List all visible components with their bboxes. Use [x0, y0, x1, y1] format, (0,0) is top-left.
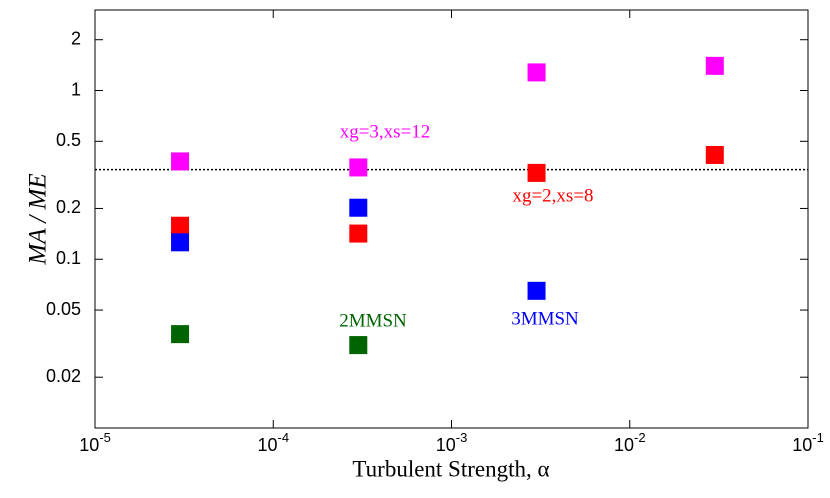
- marker: [171, 233, 190, 252]
- annotation: 3MMSN: [511, 308, 579, 329]
- marker: [349, 336, 368, 355]
- x-tick-label: 10-2: [614, 430, 646, 454]
- y-tick-label: 0.5: [56, 130, 81, 150]
- y-tick-label: 0.2: [56, 197, 81, 217]
- x-tick-label: 10-1: [792, 430, 824, 454]
- marker: [171, 152, 190, 171]
- annotation: xg=2,xs=8: [512, 185, 593, 206]
- marker: [171, 325, 190, 344]
- y-axis-label: MA / ME: [25, 173, 52, 265]
- y-tick-label: 0.05: [46, 299, 81, 319]
- marker: [527, 163, 546, 182]
- y-tick-label: 0.02: [46, 366, 81, 386]
- y-tick-label: 2: [71, 28, 81, 48]
- marker: [349, 158, 368, 177]
- marker: [705, 145, 724, 164]
- y-tick-label: 0.1: [56, 248, 81, 268]
- marker: [527, 281, 546, 300]
- plot-frame: [94, 9, 809, 429]
- x-tick-label: 10-5: [79, 430, 111, 454]
- x-tick-label: 10-3: [436, 430, 468, 454]
- marker: [349, 224, 368, 243]
- x-axis-label: Turbulent Strength, α: [352, 456, 549, 481]
- marker: [349, 198, 368, 217]
- y-tick-label: 1: [71, 79, 81, 99]
- annotation: 2MMSN: [339, 310, 407, 331]
- marker: [705, 56, 724, 75]
- annotation: xg=3,xs=12: [340, 121, 431, 142]
- marker: [527, 63, 546, 82]
- x-tick-label: 10-4: [257, 430, 289, 454]
- marker: [171, 216, 190, 235]
